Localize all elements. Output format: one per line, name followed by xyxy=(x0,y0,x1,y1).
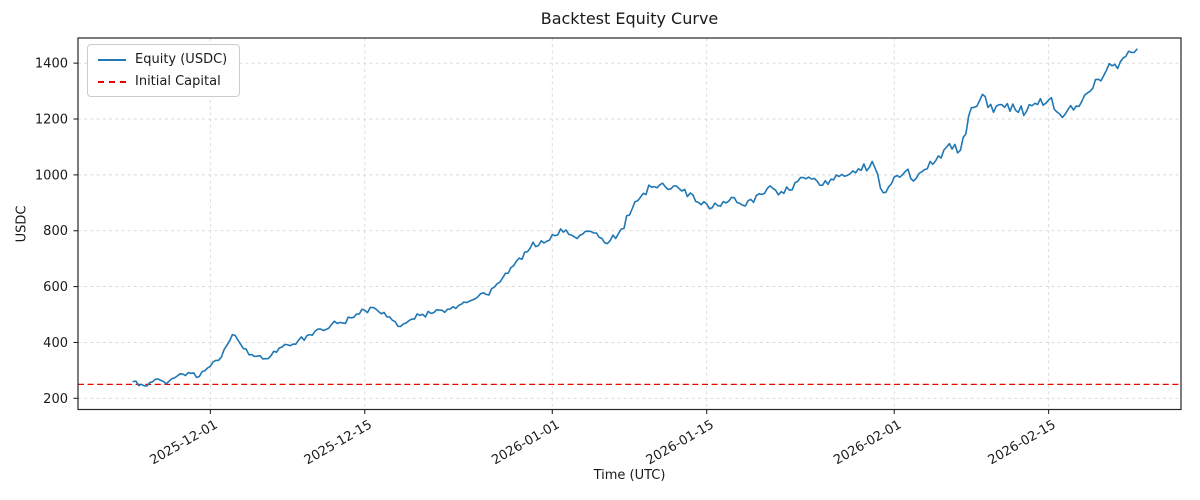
x-tick-label: 2025-12-15 xyxy=(302,417,375,468)
plot-border xyxy=(77,37,1182,411)
legend-item-equity: Equity (USDC) xyxy=(98,52,227,67)
y-tick-label: 1200 xyxy=(35,113,68,128)
legend-item-initial-capital: Initial Capital xyxy=(98,74,227,89)
tick-labels: 200 400 600 800 1000 1200 1400 2025-12-01 2025-1… xyxy=(35,57,1059,469)
y-tick-label: 1400 xyxy=(35,57,68,72)
x-tick-label: 2025-12-01 xyxy=(147,417,220,468)
y-tick-label: 200 xyxy=(43,392,68,407)
y-tick-label: 600 xyxy=(43,280,68,295)
grid-lines xyxy=(78,38,1181,410)
x-tick-label: 2026-01-15 xyxy=(644,417,717,468)
chart-title: Backtest Equity Curve xyxy=(540,9,719,28)
y-axis-label: USDC xyxy=(14,205,30,243)
equity-line-sample-icon xyxy=(98,58,126,61)
chart-series xyxy=(78,48,1181,387)
y-tick-label: 400 xyxy=(43,336,68,351)
x-tick-label: 2026-01-01 xyxy=(489,417,562,468)
legend-label-initial-capital: Initial Capital xyxy=(135,74,221,89)
legend-label-equity: Equity (USDC) xyxy=(135,52,228,67)
x-axis-label: Time (UTC) xyxy=(593,468,666,483)
equity-line xyxy=(132,48,1138,387)
x-tick-label: 2026-02-01 xyxy=(831,417,904,468)
x-tick-label: 2026-02-15 xyxy=(986,417,1059,468)
y-tick-label: 800 xyxy=(43,224,68,239)
initial-capital-line-sample-icon xyxy=(98,80,126,83)
axes xyxy=(73,37,1182,414)
legend: Equity (USDC) Initial Capital xyxy=(87,44,241,97)
y-tick-label: 1000 xyxy=(35,168,68,183)
